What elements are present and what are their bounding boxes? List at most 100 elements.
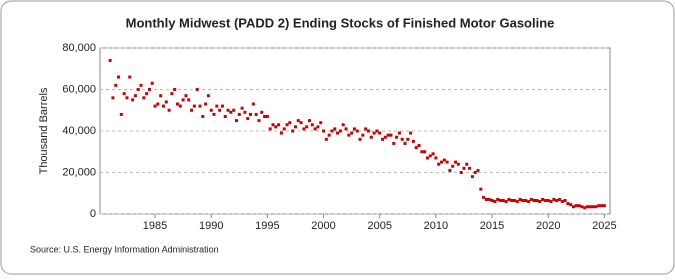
data-point: [358, 137, 362, 141]
y-tick-label: 80,000: [62, 42, 96, 54]
data-point: [498, 199, 502, 203]
data-point: [586, 205, 590, 209]
x-tick-label: 2000: [311, 220, 335, 232]
data-point: [496, 197, 500, 201]
data-point: [490, 199, 494, 203]
data-point: [392, 141, 396, 145]
data-point: [381, 137, 385, 141]
data-point: [524, 199, 528, 203]
data-point: [274, 125, 278, 129]
data-point: [591, 205, 595, 209]
data-point: [456, 162, 460, 166]
data-point: [260, 110, 264, 114]
data-point: [108, 58, 112, 62]
data-point: [291, 129, 295, 133]
data-point: [263, 114, 267, 118]
data-point: [406, 137, 410, 141]
data-point: [468, 166, 472, 170]
x-tick-label: 2025: [592, 220, 616, 232]
data-point: [403, 141, 407, 145]
data-point: [147, 88, 151, 91]
data-point: [119, 112, 123, 116]
data-point: [313, 127, 317, 131]
data-point: [574, 204, 578, 208]
plot-layer: 0 20,000 40,000 60,000 80,000 1985 1990 1995 200…: [62, 42, 616, 232]
data-point: [302, 127, 306, 131]
data-point: [504, 200, 508, 204]
data-point: [411, 139, 415, 143]
data-point: [437, 162, 441, 166]
data-point: [423, 150, 427, 154]
data-point: [571, 205, 575, 209]
data-point: [209, 108, 213, 112]
data-point: [139, 83, 143, 87]
y-axis-label: Thousand Barrels: [38, 87, 50, 174]
data-point: [161, 104, 165, 108]
data-point: [226, 108, 230, 112]
data-point: [156, 102, 160, 106]
data-point: [473, 171, 477, 174]
data-point: [350, 131, 354, 135]
data-point: [510, 199, 514, 203]
data-point: [445, 160, 449, 164]
data-point: [181, 98, 185, 102]
data-point: [594, 205, 598, 209]
data-point: [308, 119, 312, 123]
x-tick-label: 1985: [143, 220, 167, 232]
data-point: [319, 121, 323, 125]
x-tick-label: 2015: [480, 220, 504, 232]
data-point: [487, 197, 491, 201]
data-point: [198, 104, 202, 108]
data-point: [588, 205, 592, 209]
data-point: [167, 108, 171, 112]
data-point: [501, 199, 505, 203]
data-point: [282, 127, 286, 131]
data-point: [521, 199, 525, 203]
data-point: [535, 199, 539, 203]
data-point: [324, 137, 328, 141]
data-point: [566, 202, 570, 206]
data-point: [327, 133, 331, 137]
data-point: [322, 129, 326, 133]
data-point: [170, 92, 174, 96]
data-point: [352, 127, 356, 131]
data-point: [454, 160, 458, 164]
data-point: [234, 119, 238, 123]
x-tick-label: 2020: [536, 220, 560, 232]
data-point: [187, 98, 191, 102]
data-point: [192, 104, 196, 108]
chart-title: Monthly Midwest (PADD 2) Ending Stocks o…: [126, 15, 555, 30]
data-point: [145, 92, 149, 96]
data-point: [532, 199, 536, 203]
data-point: [389, 133, 393, 137]
data-point: [529, 197, 533, 201]
data-point: [431, 152, 435, 156]
data-point: [375, 129, 379, 133]
data-point: [602, 204, 606, 208]
data-point: [159, 94, 163, 98]
data-point: [541, 197, 545, 201]
data-point: [518, 197, 522, 201]
data-point: [176, 102, 180, 106]
data-point: [114, 83, 118, 87]
data-point: [549, 200, 553, 204]
data-point: [355, 129, 359, 133]
data-point: [555, 199, 559, 203]
data-point: [482, 195, 486, 199]
data-point: [569, 203, 573, 207]
data-point: [122, 92, 126, 96]
data-point: [386, 133, 390, 137]
x-tick-label: 1995: [255, 220, 279, 232]
data-point: [417, 144, 421, 148]
data-point: [563, 199, 567, 203]
data-point: [341, 123, 345, 127]
data-point: [580, 205, 584, 209]
data-point: [560, 200, 564, 204]
data-point: [212, 112, 216, 116]
data-point: [425, 156, 429, 160]
data-point: [229, 110, 233, 114]
data-point: [268, 127, 272, 131]
data-point: [344, 127, 348, 131]
y-tick-label: 20,000: [62, 166, 96, 178]
